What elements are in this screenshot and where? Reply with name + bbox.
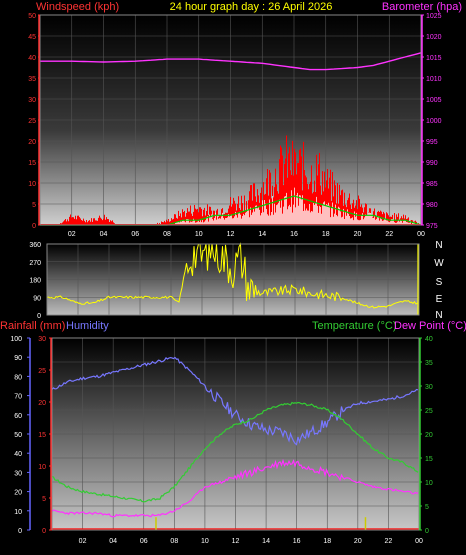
wind-tick-label: 50 xyxy=(28,13,36,20)
hour-tick-label: 12 xyxy=(227,231,235,238)
direction-tick-label: 0 xyxy=(37,313,41,320)
pressure-tick-label: 1000 xyxy=(426,118,442,125)
hour-tick-label: 14 xyxy=(258,231,266,238)
pressure-tick-label: 1025 xyxy=(426,13,442,20)
pressure-tick-label: 1015 xyxy=(426,55,442,62)
pressure-tick-label: 1010 xyxy=(426,76,442,83)
pressure-tick-label: 990 xyxy=(426,160,438,167)
hour-tick-label: 20 xyxy=(354,538,362,545)
humidity-tick-label: 10 xyxy=(14,509,22,516)
wind-tick-label: 25 xyxy=(28,118,36,125)
hour-tick-label: 06 xyxy=(131,231,139,238)
temp-tick-label: 15 xyxy=(425,456,433,463)
hour-tick-label: 22 xyxy=(385,538,393,545)
hour-tick-label: 12 xyxy=(232,538,240,545)
hour-tick-label: 18 xyxy=(323,538,331,545)
wind-tick-label: 45 xyxy=(28,34,36,41)
dewpoint-label: Dew Point (°C) xyxy=(394,320,466,332)
humidity-tick-label: 80 xyxy=(14,374,22,381)
temp-tick-label: 25 xyxy=(425,408,433,415)
hour-tick-label: 22 xyxy=(385,231,393,238)
hour-tick-label: 04 xyxy=(100,231,108,238)
rain-tick-label: 20 xyxy=(38,400,46,407)
graph-title: 24 hour graph day : 26 April 2026 xyxy=(170,1,333,13)
pressure-tick-label: 980 xyxy=(426,202,438,209)
rain-tick-label: 5 xyxy=(42,496,46,503)
humidity-label: Humidity xyxy=(66,320,109,332)
dewpoint-line xyxy=(51,458,419,518)
pressure-tick-label: 1020 xyxy=(426,34,442,41)
humidity-tick-label: 100 xyxy=(10,336,22,343)
rainfall-label: Rainfall (mm) xyxy=(0,320,65,332)
wind-tick-label: 40 xyxy=(28,55,36,62)
rain-tick-label: 30 xyxy=(38,336,46,343)
hour-tick-label: 16 xyxy=(293,538,301,545)
wind-tick-label: 5 xyxy=(32,202,36,209)
pressure-line xyxy=(40,52,422,71)
hour-tick-label: 06 xyxy=(140,538,148,545)
wind-direction-line xyxy=(46,242,420,309)
hour-tick-label: 02 xyxy=(79,538,87,545)
barometer-label: Barometer (hpa) xyxy=(382,1,462,13)
rain-tick-label: 10 xyxy=(38,464,46,471)
hour-tick-label: 00 xyxy=(417,231,425,238)
temperature-line xyxy=(51,401,419,503)
pressure-tick-label: 975 xyxy=(426,223,438,230)
pressure-tick-label: 1005 xyxy=(426,97,442,104)
direction-tick-label: 360 xyxy=(29,242,41,249)
pressure-tick-label: 995 xyxy=(426,139,438,146)
compass-label: N xyxy=(435,240,442,251)
direction-tick-label: 270 xyxy=(29,260,41,267)
hour-tick-label: 08 xyxy=(170,538,178,545)
temp-tick-label: 5 xyxy=(425,504,429,511)
hour-tick-label: 16 xyxy=(290,231,298,238)
temp-tick-label: 30 xyxy=(425,384,433,391)
direction-tick-label: 180 xyxy=(29,278,41,285)
compass-label: E xyxy=(436,294,443,305)
temp-tick-label: 0 xyxy=(425,528,429,535)
temp-tick-label: 35 xyxy=(425,360,433,367)
hour-tick-label: 20 xyxy=(354,231,362,238)
hour-tick-label: 00 xyxy=(415,538,423,545)
humidity-tick-label: 20 xyxy=(14,490,22,497)
hour-tick-label: 08 xyxy=(163,231,171,238)
humidity-tick-label: 0 xyxy=(18,528,22,535)
wind-tick-label: 20 xyxy=(28,139,36,146)
temp-tick-label: 40 xyxy=(425,336,433,343)
hour-tick-label: 14 xyxy=(262,538,270,545)
humidity-tick-label: 90 xyxy=(14,355,22,362)
wind-tick-label: 30 xyxy=(28,97,36,104)
temperature-label: Temperature (°C) xyxy=(312,320,396,332)
rain-tick-label: 0 xyxy=(42,528,46,535)
rain-tick-label: 25 xyxy=(38,368,46,375)
wind-tick-label: 35 xyxy=(28,76,36,83)
humidity-tick-label: 50 xyxy=(14,432,22,439)
hour-tick-label: 10 xyxy=(201,538,209,545)
humidity-tick-label: 70 xyxy=(14,394,22,401)
temp-tick-label: 10 xyxy=(425,480,433,487)
pressure-tick-label: 985 xyxy=(426,181,438,188)
wind-tick-label: 0 xyxy=(32,223,36,230)
humidity-tick-label: 30 xyxy=(14,470,22,477)
compass-label: N xyxy=(435,310,442,321)
humidity-line xyxy=(51,356,419,446)
hour-tick-label: 04 xyxy=(109,538,117,545)
windspeed-label: Windspeed (kph) xyxy=(36,1,119,13)
humidity-tick-label: 60 xyxy=(14,413,22,420)
wind-tick-label: 15 xyxy=(28,160,36,167)
rain-tick-label: 15 xyxy=(38,432,46,439)
hour-tick-label: 18 xyxy=(322,231,330,238)
hour-tick-label: 02 xyxy=(68,231,76,238)
hour-tick-label: 10 xyxy=(195,231,203,238)
wind-tick-label: 10 xyxy=(28,181,36,188)
temp-tick-label: 20 xyxy=(425,432,433,439)
humidity-tick-label: 40 xyxy=(14,451,22,458)
direction-tick-label: 90 xyxy=(33,295,41,302)
compass-label: S xyxy=(436,277,443,288)
compass-label: W xyxy=(434,258,444,269)
